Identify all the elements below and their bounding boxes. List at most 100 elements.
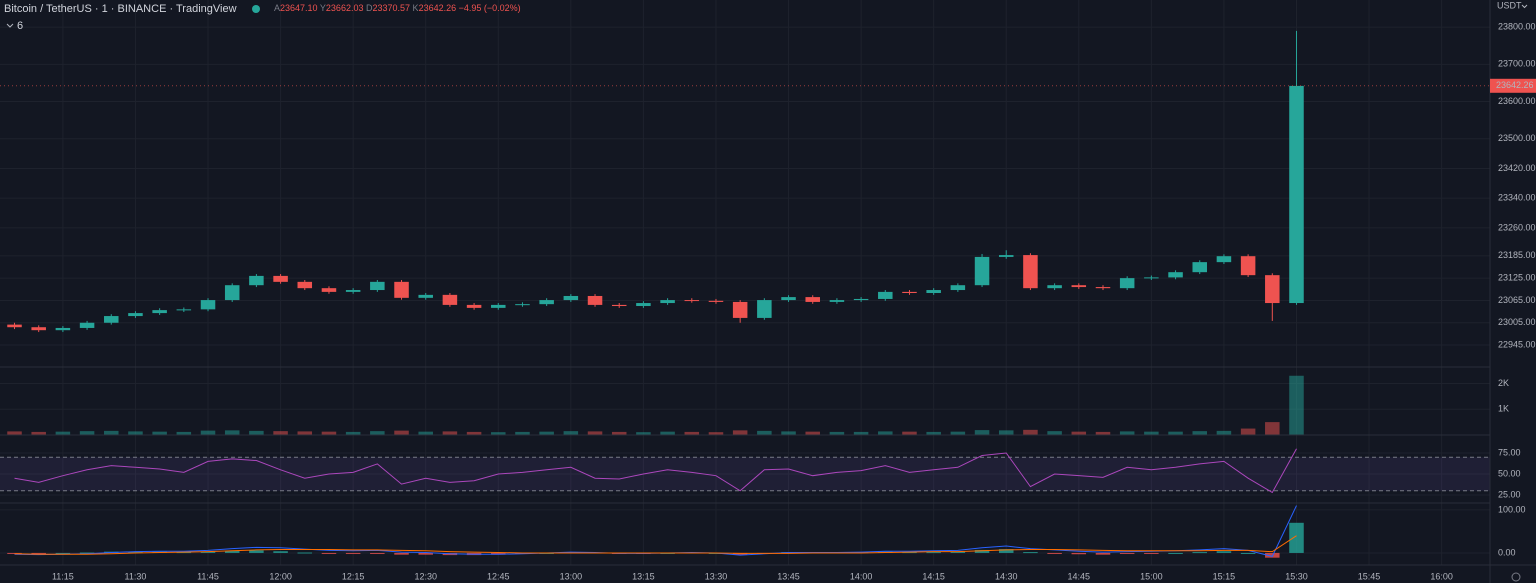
ohlc-legend: A23647.10 Y23662.03 D23370.57 K23642.26 … [274,3,521,13]
candle-body [104,316,119,323]
volume-bar [563,431,579,435]
candle-body [224,285,240,301]
last-price-label: 23642.26 [1496,80,1534,90]
candle-body [31,327,46,331]
candle-body [878,291,893,299]
volume-bar [55,431,71,435]
candle-body [200,300,216,310]
macd-histogram-bar [1289,522,1304,553]
volume-bar [684,431,700,435]
candle-body [902,291,917,294]
status-dot [252,5,260,13]
indicator-count[interactable]: 6 [17,20,23,32]
volume-bar [128,431,143,435]
x-tick-label: 12:45 [487,571,510,581]
rsi-line [14,448,1297,494]
candle-body [345,290,361,292]
volume-bar [152,431,167,435]
volume-bar [79,431,95,435]
settings-icon[interactable] [1511,572,1521,582]
volume-bar [1216,430,1232,435]
candle-body [1216,256,1232,263]
macd-line [14,535,1297,555]
currency-chevron[interactable] [1521,4,1528,9]
candle-body [442,294,458,305]
volume-bar [491,432,506,435]
macd-histogram-bar [1216,551,1232,553]
candle-body [128,313,143,317]
macd-histogram-bar [1192,552,1207,554]
y-tick-label: 23700.00 [1498,59,1536,69]
candle-body [684,300,700,302]
macd-histogram-bar [55,552,71,554]
volume-bar [950,431,966,435]
volume-bar [31,431,46,435]
macd-histogram-bar [418,552,433,555]
candle-body [1023,255,1038,289]
volume-bar [7,431,22,435]
candle-body [1119,278,1135,289]
candle-body [1168,272,1183,278]
candle-body [1240,256,1256,276]
volume-bar [249,430,264,435]
volume-bar [418,431,433,435]
volume-bar [587,431,603,435]
volume-bar [1192,431,1207,435]
volume-bar [1144,431,1159,435]
ohlc-key: Y [320,3,326,13]
y-tick-label: 23340.00 [1498,193,1536,203]
y-tick-label: 23500.00 [1498,133,1536,143]
candle-body [297,281,313,289]
candle-body [1071,285,1087,288]
volume-bar [1168,431,1183,435]
y-tick-label: 1K [1498,404,1509,414]
macd-histogram-bar [128,551,143,553]
volume-bar [1289,375,1304,435]
macd-histogram-bar [31,552,46,554]
rsi-band [0,457,1490,491]
collapse-icon[interactable] [6,23,14,28]
volume-bar [829,431,845,435]
candle-body [1289,85,1304,304]
candle-body [79,322,95,328]
candle-body [926,290,941,294]
volume-bar [636,432,651,435]
volume-bar [1240,428,1256,435]
candle-body [1192,262,1207,273]
volume-bar [998,430,1014,435]
volume-bar [1119,431,1135,435]
volume-bar [442,431,458,435]
candle-body [998,255,1014,257]
volume-bar [1095,431,1111,435]
volume-bar [345,431,361,435]
macd-histogram-bar [950,551,966,553]
macd-histogram-bar [370,552,385,554]
candle-body [418,294,433,298]
candle-body [611,304,627,307]
candle-body [273,275,288,282]
macd-histogram-bar [200,551,216,553]
x-tick-label: 11:15 [52,571,74,581]
symbol-title[interactable]: Bitcoin / TetherUS · 1 · BINANCE · Tradi… [4,3,237,15]
candle-body [491,304,506,308]
y-tick-label: 50.00 [1498,468,1521,478]
macd-histogram-bar [974,549,990,553]
volume-bar [224,430,240,435]
volume-bar [660,431,675,435]
y-tick-label: 23185.00 [1498,250,1536,260]
candle-body [563,295,579,301]
x-tick-label: 15:15 [1213,571,1236,581]
macd-histogram-bar [1240,552,1256,554]
candle-body [660,300,675,304]
ohlc-key: K [413,3,419,13]
volume-bar [200,430,216,435]
volume-bar [273,431,288,435]
macd-histogram-bar [1047,552,1062,554]
y-tick-label: 75.00 [1498,447,1521,457]
currency-label[interactable]: USDT [1497,0,1522,10]
x-tick-label: 16:00 [1430,571,1453,581]
y-tick-label: 25.00 [1498,489,1521,499]
macd-histogram-bar [321,552,337,554]
